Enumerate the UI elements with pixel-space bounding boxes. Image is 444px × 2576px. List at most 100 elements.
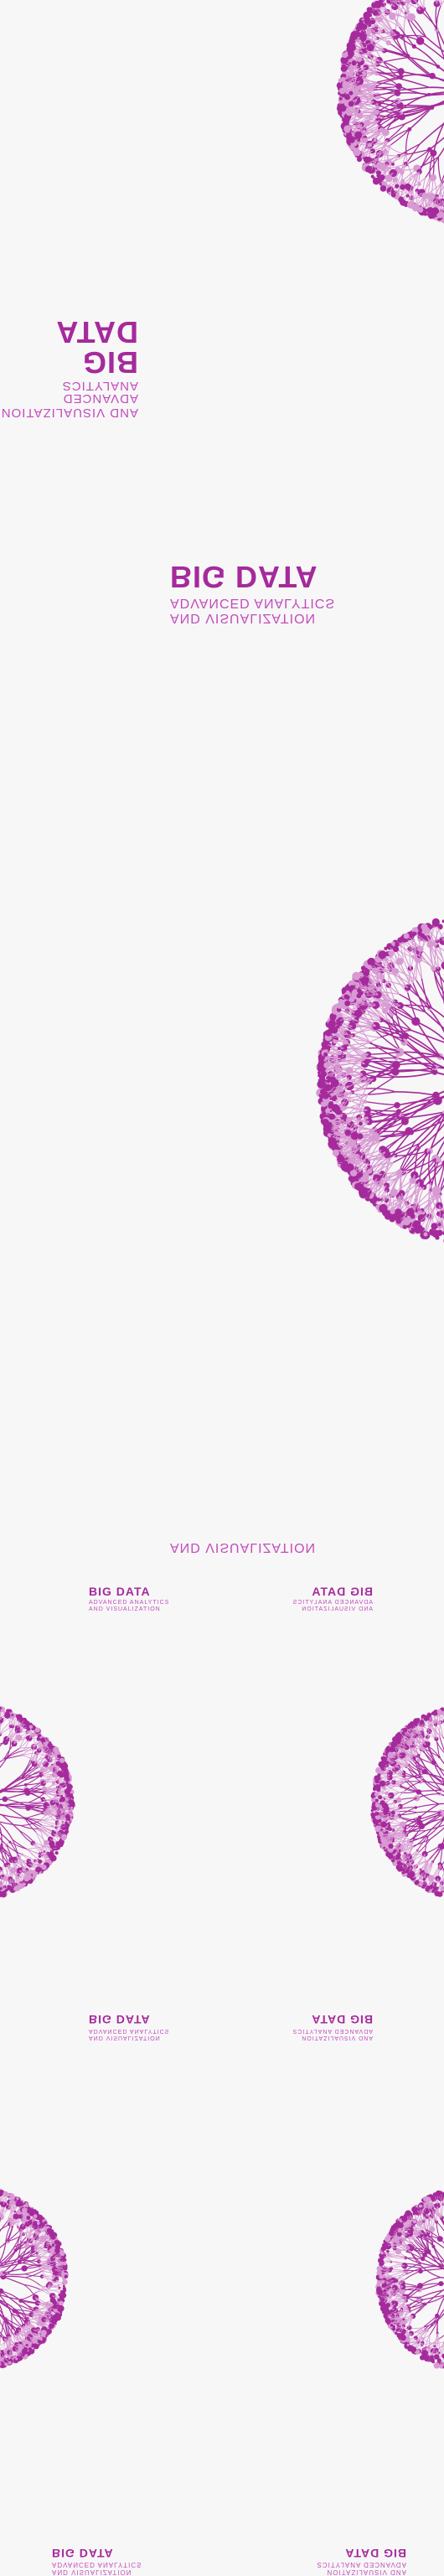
circuit-node — [61, 1835, 66, 1840]
circuit-node — [323, 1062, 329, 1068]
circuit-node — [346, 96, 350, 100]
circuit-node — [365, 166, 372, 173]
circuit-line — [369, 1062, 400, 1063]
circuit-node — [378, 951, 386, 960]
circuit-node — [390, 1209, 395, 1214]
circuit-node — [364, 163, 367, 166]
circuit-line — [369, 1053, 400, 1055]
circuit-node — [325, 1109, 330, 1114]
circuit-node — [362, 1192, 369, 1198]
circuit-node — [41, 1865, 46, 1870]
circuit-line — [419, 1112, 444, 1144]
circuit-node — [356, 993, 361, 998]
circuit-line — [39, 1816, 52, 1821]
circuit-node — [336, 1025, 339, 1028]
circuit-node — [347, 1164, 354, 1172]
circuit-node — [404, 933, 410, 939]
circuit-line — [441, 0, 444, 1]
circuit-node — [69, 1794, 72, 1798]
circuit-node — [387, 944, 391, 948]
circuit-cluster-left-1 — [0, 1702, 75, 1899]
circuit-node — [354, 1182, 362, 1190]
circuit-line — [424, 8, 436, 29]
circuit-node — [354, 1003, 358, 1006]
circuit-node — [360, 32, 364, 36]
circuit-line — [10, 1726, 11, 1741]
circuit-line — [421, 41, 444, 60]
circuit-node — [343, 125, 351, 132]
circuit-node — [59, 1808, 62, 1811]
circuit-node — [341, 77, 345, 81]
circuit-node — [66, 1807, 69, 1809]
circuit-line — [0, 1802, 5, 1805]
circuit-node — [323, 1053, 328, 1057]
circuit-node — [361, 23, 368, 30]
circuit-line — [399, 79, 429, 88]
circuit-line — [376, 71, 400, 73]
circuit-node — [3, 1736, 9, 1742]
circuit-node — [361, 965, 366, 970]
circuit-node — [371, 175, 374, 178]
circuit-node — [1, 1709, 4, 1712]
circuit-node — [397, 937, 403, 943]
circuit-node — [391, 193, 396, 198]
circuit-line — [19, 1831, 34, 1843]
circuit-node — [364, 157, 369, 163]
circuit-cluster-right-1 — [370, 1704, 444, 1899]
circuit-node — [44, 1860, 47, 1862]
circuit-node — [411, 1228, 415, 1231]
circuit-line — [378, 65, 401, 71]
circuit-node — [377, 1197, 380, 1201]
circuit-node — [60, 1797, 65, 1802]
circuit-node — [371, 960, 375, 965]
circuit-node — [322, 1119, 329, 1126]
circuit-node — [391, 942, 395, 946]
circuit-node — [348, 66, 354, 72]
circuit-node — [400, 184, 405, 190]
circuit-node — [23, 1875, 29, 1881]
circuit-node — [68, 1799, 72, 1803]
circuit-node — [338, 1047, 341, 1050]
circuit-line — [411, 1030, 444, 1043]
circuit-node — [406, 194, 410, 198]
circuit-node — [366, 18, 369, 22]
circuit-node — [65, 1777, 70, 1782]
circuit-line — [19, 1831, 33, 1844]
circuit-node — [45, 1741, 48, 1743]
circuit-node — [62, 1827, 66, 1831]
circuit-node — [342, 65, 346, 69]
circuit-node — [360, 977, 369, 985]
circuit-node — [343, 1115, 347, 1119]
circuit-node — [395, 942, 400, 947]
circuit-node — [408, 1228, 411, 1231]
circuit-node — [434, 1891, 440, 1896]
circuit-node — [336, 1019, 340, 1023]
circuit-node — [418, 1221, 421, 1224]
circuit-node — [346, 109, 353, 116]
circuit-node — [422, 1884, 425, 1886]
circuit-node — [374, 1203, 377, 1207]
circuit-line — [369, 1155, 387, 1172]
circuit-node — [70, 1807, 73, 1809]
circuit-node — [344, 1130, 351, 1136]
circuit-node — [393, 946, 399, 952]
circuit-node — [38, 1860, 42, 1864]
circuit-node — [364, 44, 367, 48]
circuit-node — [354, 1010, 363, 1018]
circuit-node — [388, 192, 391, 195]
circuit-node — [423, 1232, 427, 1236]
circuit-node — [36, 1872, 39, 1875]
circuit-node — [345, 995, 350, 1000]
circuit-node — [350, 985, 354, 989]
circuit-node — [407, 201, 415, 209]
circuit-node — [348, 91, 353, 96]
circuit-node — [13, 1887, 17, 1891]
circuit-node — [374, 1, 381, 8]
circuit-node — [350, 44, 356, 49]
circuit-node — [11, 1714, 13, 1716]
circuit-node — [376, 162, 383, 168]
circuit-node — [57, 1846, 60, 1849]
circuit-node — [29, 1725, 33, 1729]
circuit-node — [326, 1031, 332, 1037]
circuit-node — [317, 1080, 325, 1089]
